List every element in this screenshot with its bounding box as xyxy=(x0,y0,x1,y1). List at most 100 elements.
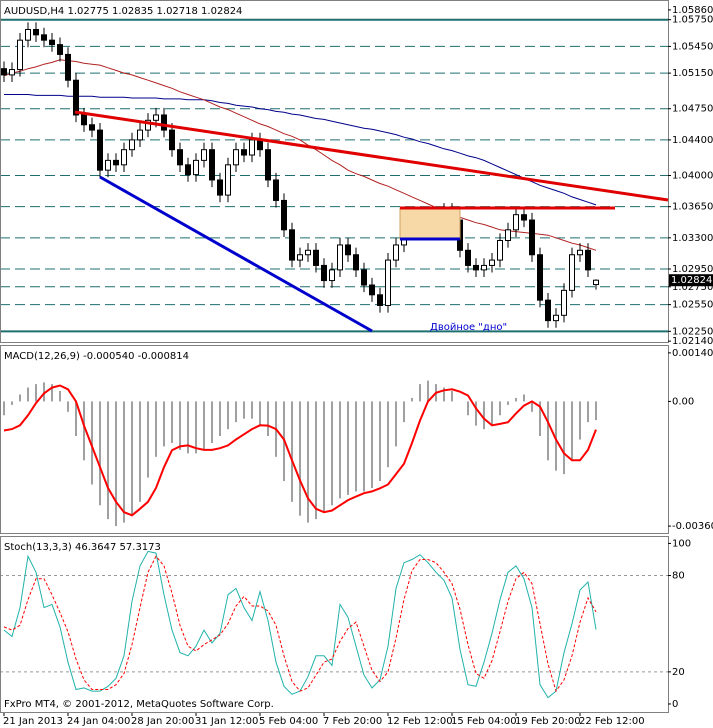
y-tick-label: 0.00 xyxy=(672,396,694,407)
macd-bar xyxy=(171,401,173,443)
macd-bar xyxy=(195,401,197,454)
macd-bar xyxy=(379,401,381,482)
indicator-title: Stoch(13,3,3) 46.3647 57.3173 xyxy=(4,542,161,553)
candle-body xyxy=(569,254,575,291)
candle-body xyxy=(225,164,231,196)
candle-body xyxy=(73,79,79,116)
macd-bar xyxy=(579,401,581,440)
candle-body xyxy=(337,244,343,271)
macd-bar xyxy=(259,401,261,426)
candle-body xyxy=(497,240,503,261)
macd-bar xyxy=(59,391,61,402)
macd-bar xyxy=(515,397,517,402)
macd-bar xyxy=(571,401,573,461)
candle-body xyxy=(505,229,511,242)
macd-bar xyxy=(387,401,389,468)
candle-body xyxy=(473,264,479,271)
footer: FxPro MT4, © 2001-2012, MetaQuotes Softw… xyxy=(4,699,274,710)
candle-body xyxy=(161,114,167,131)
candle-body xyxy=(25,28,31,41)
x-tick-label: 28 Jan 20:00 xyxy=(131,716,194,727)
macd-bar xyxy=(131,401,133,516)
y-tick-label: 1.05860 xyxy=(672,5,713,16)
macd-bar xyxy=(371,401,373,488)
trend-line xyxy=(74,110,669,202)
y-tick-label: 1.02250 xyxy=(672,326,713,337)
y-tick-label: 1.04400 xyxy=(672,135,713,146)
candle-body xyxy=(193,159,199,176)
macd-bar xyxy=(587,401,589,423)
macd-bar xyxy=(339,401,341,499)
candle-body xyxy=(281,199,287,231)
candle-body xyxy=(313,249,319,266)
candle-body xyxy=(49,39,55,46)
macd-bar xyxy=(443,387,445,402)
macd-bar xyxy=(107,401,109,520)
candle-body xyxy=(561,289,567,316)
macd-bar xyxy=(251,401,253,419)
x-tick-label: 22 Feb 12:00 xyxy=(579,716,645,727)
trend-line xyxy=(99,175,373,333)
macd-bar xyxy=(91,401,93,485)
candle-body xyxy=(113,159,119,166)
candle-body xyxy=(177,149,183,166)
candle-body xyxy=(513,214,519,231)
macd-bar xyxy=(595,401,597,421)
macd-bar xyxy=(307,401,309,523)
candle-body xyxy=(593,279,599,286)
candle-body xyxy=(465,249,471,266)
candle-body xyxy=(297,254,303,261)
candle-body xyxy=(329,269,335,282)
macd-bar xyxy=(507,401,509,405)
candle-body xyxy=(137,129,143,141)
candle-body xyxy=(121,149,127,166)
macd-bar xyxy=(67,401,69,412)
candle-body xyxy=(97,129,103,171)
candle-body xyxy=(529,219,535,256)
x-tick-label: 12 Feb 12:00 xyxy=(387,716,453,727)
candle-body xyxy=(289,229,295,261)
candle-body xyxy=(217,179,223,196)
y-tick-label: 1.03650 xyxy=(672,202,713,213)
macd-bar xyxy=(19,394,21,402)
y-tick-label: -0.00360 xyxy=(672,521,713,532)
macd-bar xyxy=(563,401,565,475)
candle-body xyxy=(577,249,583,256)
indicator-title: MACD(12,26,9) -0.000540 -0.000814 xyxy=(4,351,189,362)
candle-body xyxy=(353,254,359,271)
macd-bar xyxy=(11,401,13,405)
candle-body xyxy=(105,159,111,171)
macd-bar xyxy=(179,401,181,450)
macd-bar xyxy=(395,401,397,447)
macd-bar xyxy=(235,401,237,423)
candle-body xyxy=(241,149,247,156)
stoch-line xyxy=(3,555,597,693)
macd-bar xyxy=(211,401,213,443)
indicator-title: AUDUSD,H4 1.02775 1.02835 1.02718 1.0282… xyxy=(4,6,242,17)
panel-frame xyxy=(0,345,669,534)
macd-bar xyxy=(123,401,125,523)
macd-bar xyxy=(451,391,453,402)
macd-bar xyxy=(155,401,157,457)
highlight-box xyxy=(399,207,461,240)
candle-body xyxy=(361,269,367,286)
y-tick-label: 0 xyxy=(672,699,678,710)
candle-body xyxy=(41,34,47,41)
candle-body xyxy=(153,114,159,121)
candle-body xyxy=(393,244,399,261)
macd-bar xyxy=(467,401,469,416)
candle-body xyxy=(369,284,375,296)
candle-body xyxy=(33,28,39,36)
candle-body xyxy=(185,164,191,176)
candle-body xyxy=(521,214,527,221)
candle-body xyxy=(553,314,559,322)
y-tick-label: 1.02550 xyxy=(672,300,713,311)
macd-bar xyxy=(499,401,501,416)
macd-bar xyxy=(539,401,541,437)
y-tick-label: 1.02750 xyxy=(672,282,713,293)
macd-bar xyxy=(267,401,269,437)
macd-bar xyxy=(43,382,45,402)
macd-bar xyxy=(331,401,333,506)
moving-average xyxy=(4,94,597,206)
